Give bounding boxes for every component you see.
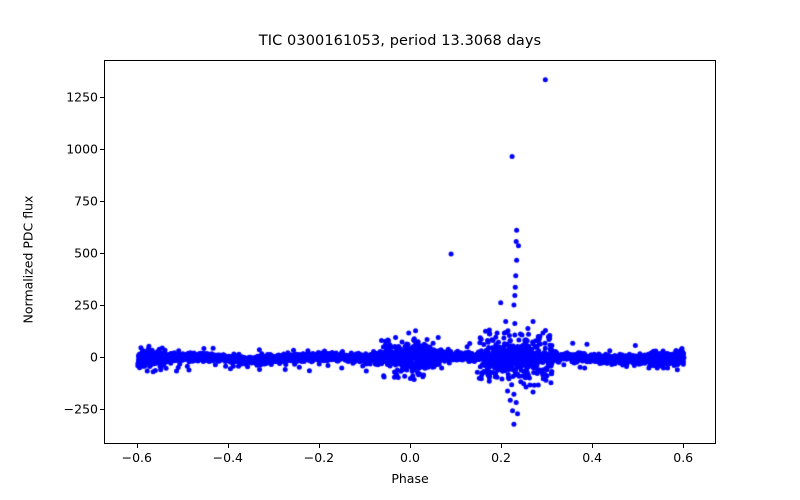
x-tick-label: 0.6 [673, 450, 694, 465]
scatter-plot-canvas [105, 61, 715, 443]
x-tick-mark [592, 444, 594, 448]
y-tick-label: 500 [74, 245, 98, 261]
y-tick-mark [100, 253, 104, 255]
x-tick-mark [318, 444, 320, 448]
y-tick-label: 0 [90, 349, 98, 365]
x-tick-label: 0.4 [582, 450, 603, 465]
y-tick-mark [100, 408, 104, 410]
y-tick-mark [100, 356, 104, 358]
y-tick-mark [100, 304, 104, 306]
x-tick-mark [227, 444, 229, 448]
y-tick-mark [100, 149, 104, 151]
y-tick-mark [100, 201, 104, 203]
y-tick-label: 1250 [66, 89, 98, 105]
y-axis-label: Normalized PDC flux [20, 195, 36, 324]
y-tick-label: 1000 [66, 141, 98, 157]
x-axis-label: Phase [391, 471, 429, 486]
x-tick-mark [136, 444, 138, 448]
x-tick-label: −0.6 [121, 450, 152, 465]
chart-title: TIC 0300161053, period 13.3068 days [258, 33, 542, 49]
plot-axes-area [104, 60, 716, 444]
x-tick-label: 0.2 [491, 450, 511, 465]
x-tick-mark [683, 444, 685, 448]
y-tick-label: 250 [74, 297, 98, 313]
x-tick-mark [410, 444, 411, 448]
y-tick-mark [100, 97, 104, 99]
x-tick-label: −0.4 [212, 450, 244, 465]
x-tick-label: −0.2 [303, 450, 335, 465]
x-tick-label: 0.0 [400, 450, 420, 465]
y-tick-label: 750 [74, 193, 98, 209]
y-tick-label: −250 [63, 401, 98, 417]
x-tick-mark [501, 444, 503, 448]
